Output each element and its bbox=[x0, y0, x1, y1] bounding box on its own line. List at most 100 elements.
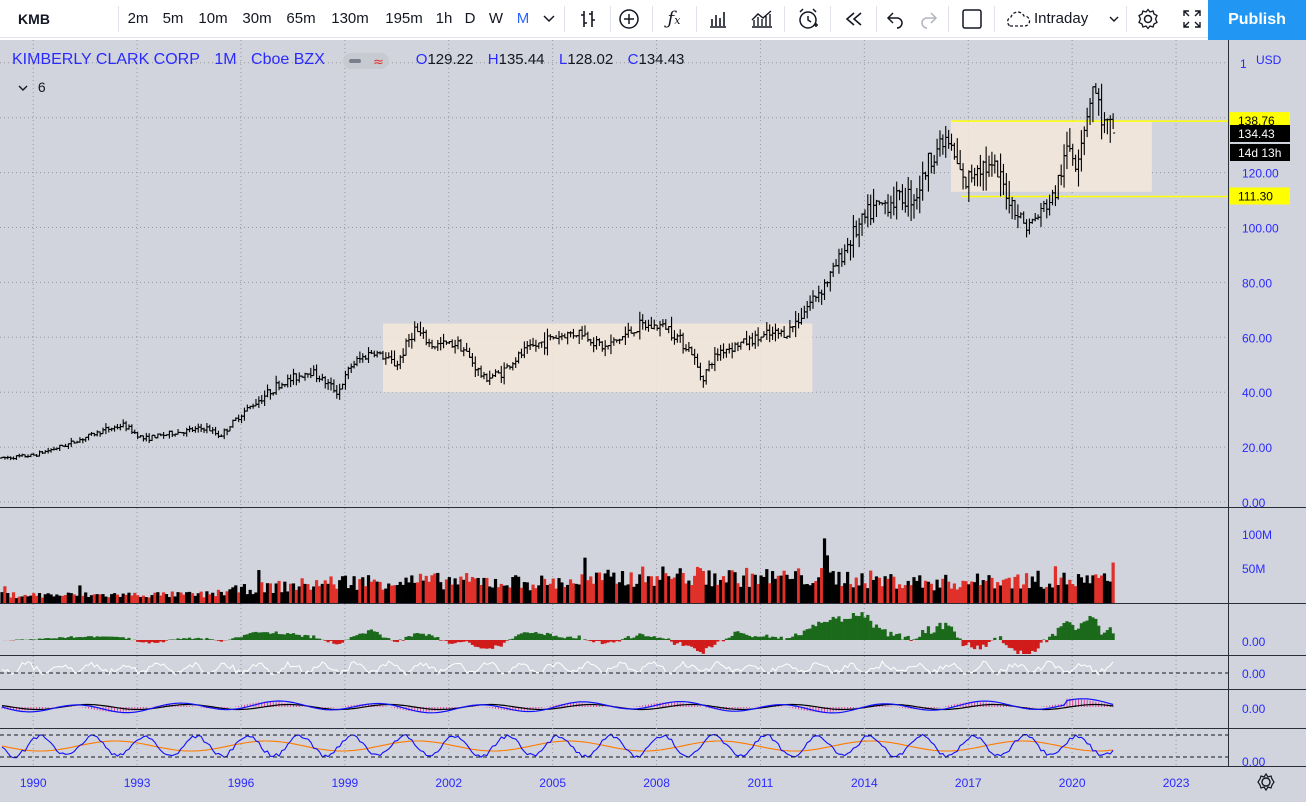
volume-bar bbox=[791, 578, 795, 603]
interval-d[interactable]: D bbox=[464, 10, 476, 27]
chart-canvas[interactable]: USD10.0020.0040.0060.0080.00100.00120.00… bbox=[0, 40, 1306, 802]
volume-bar bbox=[147, 597, 151, 603]
compare-add-symbol-icon[interactable] bbox=[612, 0, 646, 38]
cloud-icon[interactable] bbox=[1000, 0, 1034, 38]
volume-bar bbox=[825, 555, 830, 603]
interval-m[interactable]: M bbox=[516, 10, 530, 27]
volume-bar bbox=[592, 583, 596, 603]
volume-bar bbox=[1082, 582, 1086, 603]
session-chevron-icon[interactable] bbox=[1104, 0, 1124, 38]
fullscreen-icon[interactable] bbox=[1174, 0, 1210, 38]
histogram-bar bbox=[1048, 636, 1052, 640]
volume-bar bbox=[136, 595, 140, 603]
histogram-bar bbox=[820, 622, 824, 640]
histogram-bar bbox=[499, 640, 503, 647]
volume-bar bbox=[967, 584, 971, 603]
histogram-bar bbox=[799, 635, 804, 640]
volume-bar bbox=[563, 586, 567, 603]
histogram-bar bbox=[1071, 625, 1075, 640]
time-axis-tick: 2017 bbox=[955, 776, 982, 790]
interval-w[interactable]: W bbox=[488, 10, 504, 27]
interval-65m[interactable]: 65m bbox=[286, 10, 316, 27]
volume-bar bbox=[1105, 580, 1109, 603]
histogram-bar bbox=[811, 624, 815, 640]
volume-bar bbox=[162, 592, 166, 603]
range-top-label: 138.76 bbox=[1238, 114, 1275, 128]
volume-bar bbox=[40, 597, 45, 603]
histogram-bar bbox=[935, 626, 939, 640]
histogram-bar bbox=[978, 640, 982, 650]
interval-dropdown-chevron-icon[interactable] bbox=[538, 0, 560, 38]
volume-bar bbox=[254, 592, 258, 603]
volume-bar bbox=[418, 573, 423, 603]
volume-bar bbox=[55, 594, 59, 603]
redo-icon[interactable] bbox=[914, 0, 944, 38]
histogram-bar bbox=[493, 640, 498, 646]
volume-bar bbox=[736, 583, 740, 603]
publish-button[interactable]: Publish bbox=[1208, 0, 1306, 40]
volume-bar bbox=[436, 572, 440, 603]
histogram-bar bbox=[895, 634, 899, 640]
histogram-bar bbox=[138, 640, 143, 643]
volume-bar bbox=[312, 586, 316, 603]
interval-195m[interactable]: 195m bbox=[385, 10, 423, 27]
interval-10m[interactable]: 10m bbox=[198, 10, 228, 27]
settings-gear-icon[interactable] bbox=[1130, 0, 1166, 38]
volume-bar bbox=[20, 596, 24, 603]
volume-bar bbox=[987, 575, 991, 603]
indicators-toggle[interactable]: 6 bbox=[18, 79, 46, 95]
histogram-bar bbox=[886, 636, 890, 640]
axis-settings-gear-icon[interactable] bbox=[1257, 772, 1275, 792]
histogram-bar bbox=[239, 637, 244, 640]
interval-1h[interactable]: 1h bbox=[435, 10, 453, 27]
volume-bar bbox=[1045, 586, 1049, 603]
interval-30m[interactable]: 30m bbox=[242, 10, 272, 27]
volume-bar bbox=[320, 583, 324, 603]
legend-data-badge[interactable]: ≈ bbox=[343, 53, 389, 70]
volume-bar bbox=[349, 585, 353, 603]
volume-bar bbox=[1102, 573, 1107, 603]
interval-5m[interactable]: 5m bbox=[162, 10, 184, 27]
templates-icon[interactable] bbox=[744, 0, 780, 38]
toolbar-divider bbox=[564, 6, 565, 32]
histogram-bar bbox=[681, 640, 685, 646]
volume-bar bbox=[26, 596, 30, 603]
symbol-search[interactable]: KMB bbox=[18, 11, 50, 27]
volume-bar bbox=[392, 585, 397, 603]
chart-area[interactable]: USD 1 0.00 20.00 40.00 60.00 80.00 100.00 120.00… bbox=[0, 40, 1306, 802]
financials-icon[interactable] bbox=[700, 0, 736, 38]
volume-bar bbox=[488, 586, 492, 603]
volume-bar bbox=[828, 572, 832, 603]
replay-rewind-icon[interactable] bbox=[836, 0, 872, 38]
histogram-bar bbox=[892, 635, 896, 640]
histogram-bar bbox=[984, 640, 988, 647]
session-selector[interactable]: Intraday bbox=[1034, 10, 1089, 27]
volume-bar bbox=[364, 586, 368, 603]
alert-clock-icon[interactable] bbox=[788, 0, 828, 38]
volume-bar bbox=[1074, 586, 1078, 603]
volume-bar bbox=[1019, 588, 1023, 603]
volume-bar bbox=[493, 578, 498, 603]
volume-bar bbox=[390, 585, 394, 603]
volume-bar bbox=[401, 584, 405, 603]
bar-style-icon[interactable] bbox=[570, 0, 606, 38]
volume-bar bbox=[317, 586, 322, 603]
histogram-bar bbox=[626, 636, 630, 640]
histogram-bar bbox=[418, 633, 423, 640]
volume-bar bbox=[398, 581, 402, 603]
histogram-bar bbox=[897, 633, 902, 640]
legend-symbol-name[interactable]: KIMBERLY CLARK CORP bbox=[12, 51, 200, 68]
histogram-bar bbox=[664, 638, 668, 640]
interval-130m[interactable]: 130m bbox=[331, 10, 369, 27]
volume-bar bbox=[629, 572, 633, 603]
histogram-bar bbox=[525, 632, 529, 640]
histogram-bar bbox=[283, 634, 287, 640]
histogram-bar bbox=[955, 637, 959, 640]
toolbar-divider bbox=[1126, 6, 1127, 32]
interval-2m[interactable]: 2m bbox=[127, 10, 149, 27]
undo-icon[interactable] bbox=[880, 0, 910, 38]
histogram-bar bbox=[964, 640, 968, 646]
layout-square-icon[interactable] bbox=[954, 0, 990, 38]
volume-bar bbox=[14, 598, 19, 603]
indicators-fx-icon[interactable]: ƒx bbox=[667, 8, 681, 29]
